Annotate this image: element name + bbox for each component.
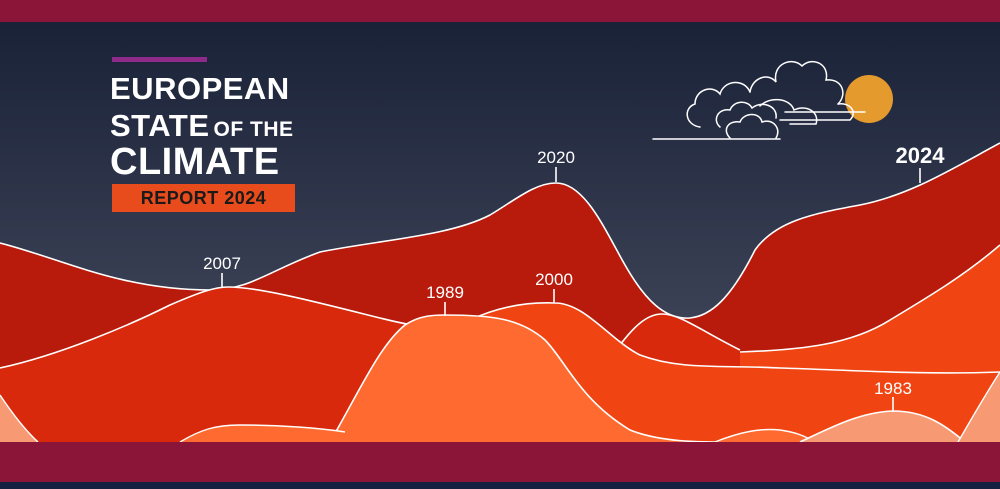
ridge-center-outline	[619, 313, 741, 351]
cloud-icon	[652, 60, 866, 140]
year-label-2024: 2024	[895, 143, 945, 168]
bottom-frame-band	[0, 442, 1000, 482]
title-accent-bar	[112, 57, 207, 62]
title-of-the-word: OF THE	[213, 118, 294, 141]
ridge-left-sliver-outline	[0, 394, 39, 442]
ridge-2000-outline	[469, 302, 1000, 374]
ridge-left-sliver	[0, 395, 38, 442]
year-label-1983: 1983	[874, 379, 912, 398]
year-label-2007: 2007	[203, 254, 241, 273]
title-state-word: STATE	[110, 108, 210, 143]
ridge-small-right	[715, 429, 815, 442]
year-label-2000: 2000	[535, 270, 573, 289]
mountain-scene	[0, 22, 1000, 442]
report-badge: REPORT 2024	[112, 184, 295, 212]
sun-icon	[845, 75, 893, 123]
ridge-1983-outline	[799, 410, 966, 442]
year-label-1989: 1989	[426, 283, 464, 302]
ridge-small-right-outline	[714, 428, 816, 442]
bottom-navy-strip	[0, 482, 1000, 489]
title-line-state: STATE OF THE	[110, 110, 294, 141]
ridge-1989-outline	[329, 314, 721, 442]
title-line-european: EUROPEAN	[110, 71, 290, 106]
top-frame-band	[0, 0, 1000, 22]
year-label-2020: 2020	[537, 148, 575, 167]
ridge-right-sliver-outline	[957, 371, 1000, 442]
ridge-1989	[330, 315, 720, 442]
title-line-climate: CLIMATE	[110, 141, 280, 183]
ridge-low-left	[180, 425, 355, 442]
ridge-2000	[470, 302, 1000, 442]
ridge-2024-front-outline	[739, 244, 1000, 353]
ridge-low-left-outline	[179, 424, 346, 442]
ridge-1983	[800, 411, 965, 442]
